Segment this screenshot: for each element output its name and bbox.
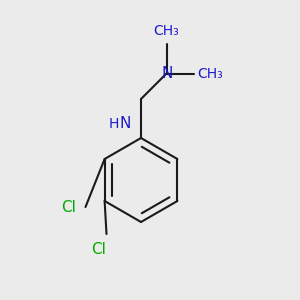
Text: Cl: Cl (61, 200, 76, 214)
Text: H: H (108, 117, 119, 131)
Text: N: N (161, 66, 173, 81)
Text: CH₃: CH₃ (197, 67, 223, 80)
Text: N: N (119, 116, 130, 131)
Text: CH₃: CH₃ (154, 24, 179, 38)
Text: Cl: Cl (91, 242, 106, 256)
